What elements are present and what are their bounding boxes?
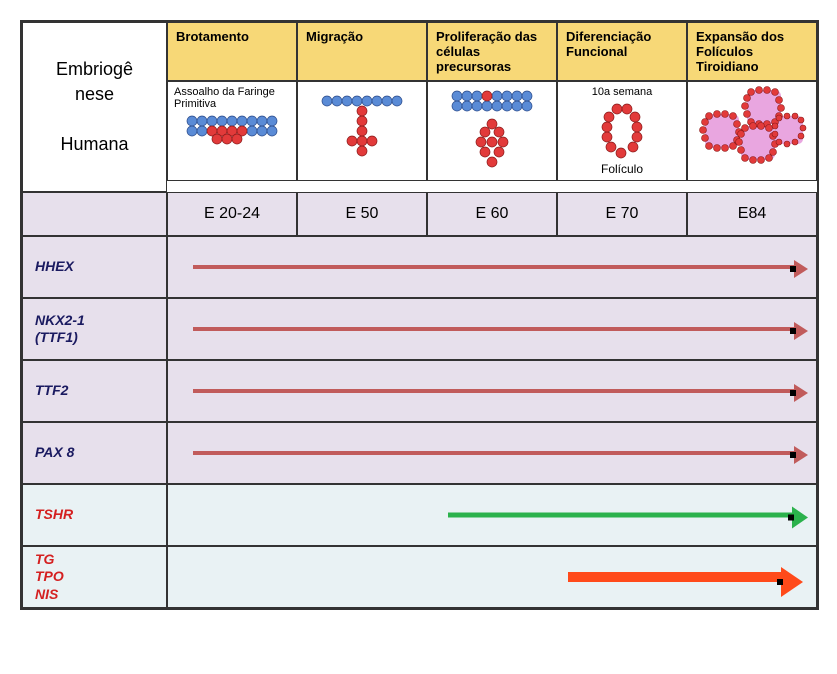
proliferacao-icon — [447, 86, 537, 176]
foliculo-icon — [597, 103, 647, 159]
expansao-icon — [697, 86, 807, 176]
subbottom-3: Folículo — [558, 162, 686, 176]
gene-timeline-5 — [167, 546, 817, 608]
gene-label-4: TSHR — [22, 484, 167, 546]
gene-row-0: HHEX — [22, 236, 817, 298]
diagram-diferenciacao: 10a semana Folículo — [557, 81, 687, 181]
gene-arrow-2 — [193, 389, 794, 393]
migracao-icon — [317, 91, 407, 171]
diagram-migracao — [297, 81, 427, 181]
time-3: E 70 — [557, 192, 687, 236]
time-row: E 20-24 E 50 E 60 E 70 E84 — [22, 192, 817, 236]
gene-row-3: PAX 8 — [22, 422, 817, 484]
stage-header-4: Expansão dos Folículos Tiroidiano — [687, 22, 817, 81]
diagram-proliferacao — [427, 81, 557, 181]
gene-arrow-3 — [193, 451, 794, 455]
stage-header-0: Brotamento — [167, 22, 297, 81]
diagram-row: Assoalho da Faringe Primitiva — [167, 81, 817, 181]
stage-header-1: Migração — [297, 22, 427, 81]
sublabel-3: 10a semana — [564, 86, 680, 98]
stage-header-3: Diferenciação Funcional — [557, 22, 687, 81]
sublabel-0: Assoalho da Faringe Primitiva — [174, 86, 290, 110]
time-4: E84 — [687, 192, 817, 236]
gene-label-3: PAX 8 — [22, 422, 167, 484]
header-row: Embriogê nese Humana Brotamento Migração… — [22, 22, 817, 192]
time-2: E 60 — [427, 192, 557, 236]
gene-arrow-5 — [568, 572, 781, 582]
gene-timeline-1 — [167, 298, 817, 360]
gene-timeline-4 — [167, 484, 817, 546]
gene-timeline-0 — [167, 236, 817, 298]
gene-row-4: TSHR — [22, 484, 817, 546]
gene-label-0: HHEX — [22, 236, 167, 298]
stage-header-2: Proliferação das células precursoras — [427, 22, 557, 81]
time-1: E 50 — [297, 192, 427, 236]
gene-row-1: NKX2-1 (TTF1) — [22, 298, 817, 360]
gene-label-2: TTF2 — [22, 360, 167, 422]
embryogenesis-table: Embriogê nese Humana Brotamento Migração… — [20, 20, 819, 610]
gene-label-1: NKX2-1 (TTF1) — [22, 298, 167, 360]
gene-arrow-1 — [193, 327, 794, 331]
gene-row-2: TTF2 — [22, 360, 817, 422]
diagram-brotamento: Assoalho da Faringe Primitiva — [167, 81, 297, 181]
gene-arrow-4 — [448, 513, 792, 518]
gene-label-5: TG TPO NIS — [22, 546, 167, 608]
brotamento-icon — [182, 111, 282, 151]
time-0: E 20-24 — [167, 192, 297, 236]
gene-timeline-2 — [167, 360, 817, 422]
gene-rows: HHEXNKX2-1 (TTF1)TTF2PAX 8TSHRTG TPO NIS — [22, 236, 817, 608]
time-label-empty — [22, 192, 167, 236]
embryo-title: Embriogê nese Humana — [56, 57, 133, 158]
gene-row-5: TG TPO NIS — [22, 546, 817, 608]
gene-timeline-3 — [167, 422, 817, 484]
gene-arrow-0 — [193, 265, 794, 269]
embryo-title-cell: Embriogê nese Humana — [22, 22, 167, 192]
diagram-expansao — [687, 81, 817, 181]
